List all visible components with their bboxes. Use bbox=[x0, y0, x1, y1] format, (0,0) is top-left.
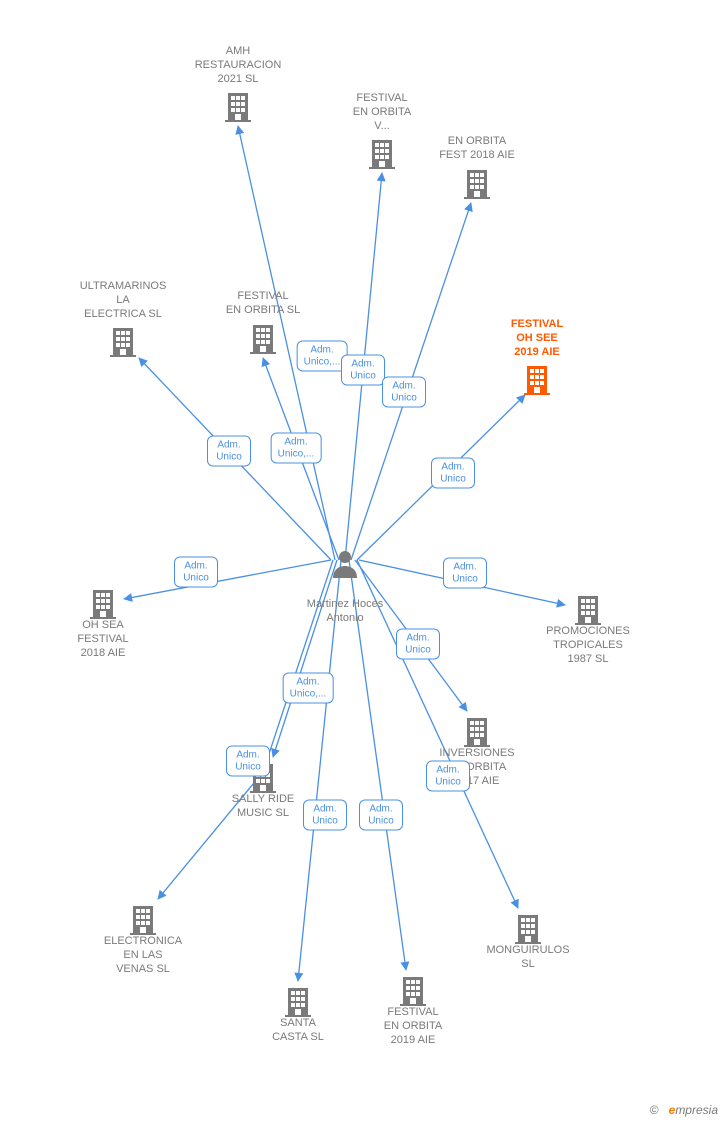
building-icon bbox=[521, 363, 553, 395]
building-icon bbox=[461, 715, 493, 747]
company-node[interactable]: FESTIVAL OH SEE 2019 AIE bbox=[477, 318, 597, 395]
edge-role-label: Adm. Unico,... bbox=[283, 673, 334, 704]
company-node[interactable]: FESTIVAL EN ORBITA 2019 AIE bbox=[353, 970, 473, 1047]
company-label: PROMOCIONES TROPICALES 1987 SL bbox=[528, 625, 648, 666]
person-icon bbox=[329, 548, 361, 580]
edge-role-label: Adm. Unico bbox=[382, 377, 426, 408]
company-label: SANTA CASTA SL bbox=[238, 1017, 358, 1045]
company-label: FESTIVAL EN ORBITA 2019 AIE bbox=[353, 1006, 473, 1047]
edge-role-label: Adm. Unico bbox=[431, 458, 475, 489]
company-label: FESTIVAL OH SEE 2019 AIE bbox=[477, 318, 597, 359]
company-label: EN ORBITA FEST 2018 AIE bbox=[417, 135, 537, 163]
edge-role-label: Adm. Unico bbox=[174, 557, 218, 588]
company-label: OH SEA FESTIVAL 2018 AIE bbox=[43, 619, 163, 660]
edge-role-label: Adm. Unico bbox=[396, 629, 440, 660]
copyright-symbol: © bbox=[650, 1103, 659, 1117]
company-label: FESTIVAL EN ORBITA V... bbox=[322, 92, 442, 133]
edge-role-label: Adm. Unico bbox=[443, 558, 487, 589]
edge-role-label: Adm. Unico bbox=[359, 800, 403, 831]
building-icon bbox=[127, 903, 159, 935]
company-node[interactable]: SANTA CASTA SL bbox=[238, 981, 358, 1045]
company-node[interactable]: MONGUIRULOS SL bbox=[468, 908, 588, 972]
edge-role-label: Adm. Unico,... bbox=[271, 433, 322, 464]
brand-rest: mpresia bbox=[675, 1103, 718, 1117]
company-label: FESTIVAL EN ORBITA SL bbox=[203, 290, 323, 318]
edge-line bbox=[273, 560, 337, 757]
company-label: AMH RESTAURACION 2021 SL bbox=[178, 45, 298, 86]
building-icon bbox=[461, 167, 493, 199]
center-person-label: Martinez Hoces Antonio bbox=[300, 598, 390, 626]
company-label: MONGUIRULOS SL bbox=[468, 944, 588, 972]
company-node[interactable]: EN ORBITA FEST 2018 AIE bbox=[417, 135, 537, 199]
company-node[interactable]: ULTRAMARINOS LA ELECTRICA SL bbox=[63, 280, 183, 357]
building-icon bbox=[247, 322, 279, 354]
edge-role-label: Adm. Unico,... bbox=[297, 341, 348, 372]
building-icon bbox=[512, 912, 544, 944]
center-person-node[interactable] bbox=[285, 544, 405, 580]
building-icon bbox=[222, 90, 254, 122]
company-node[interactable]: AMH RESTAURACION 2021 SL bbox=[178, 45, 298, 122]
building-icon bbox=[107, 325, 139, 357]
building-icon bbox=[572, 593, 604, 625]
edge-role-label: Adm. Unico bbox=[341, 355, 385, 386]
building-icon bbox=[87, 587, 119, 619]
building-icon bbox=[282, 985, 314, 1017]
edge-role-label: Adm. Unico bbox=[207, 436, 251, 467]
company-label: ELECTRONICA EN LAS VENAS SL bbox=[83, 935, 203, 976]
edge-role-label: Adm. Unico bbox=[226, 746, 270, 777]
edge-role-label: Adm. Unico bbox=[303, 800, 347, 831]
company-node[interactable]: PROMOCIONES TROPICALES 1987 SL bbox=[528, 589, 648, 666]
footer-watermark: © empresia bbox=[650, 1103, 718, 1117]
company-node[interactable]: OH SEA FESTIVAL 2018 AIE bbox=[43, 583, 163, 660]
building-icon bbox=[397, 974, 429, 1006]
company-node[interactable]: ELECTRONICA EN LAS VENAS SL bbox=[83, 899, 203, 976]
building-icon bbox=[366, 137, 398, 169]
company-label: ULTRAMARINOS LA ELECTRICA SL bbox=[63, 280, 183, 321]
edge-role-label: Adm. Unico bbox=[426, 761, 470, 792]
